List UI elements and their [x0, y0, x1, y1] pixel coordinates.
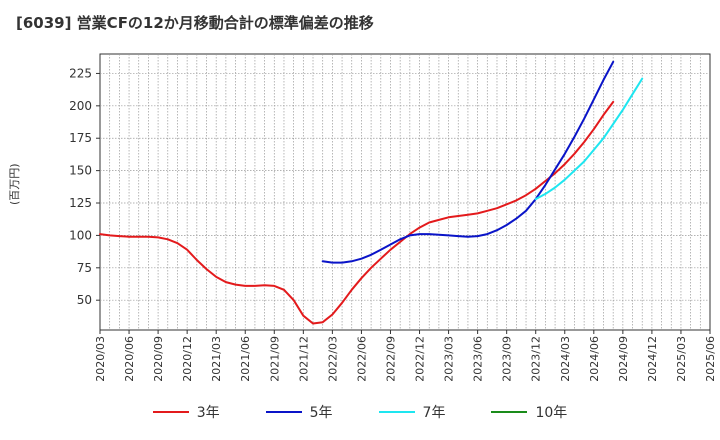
legend-label: 5年 — [309, 405, 333, 421]
x-tick-label: 2023/09 — [501, 336, 514, 382]
legend-swatch — [491, 411, 528, 413]
legend-label: 3年 — [196, 405, 220, 421]
x-tick-label: 2020/12 — [181, 336, 194, 382]
legend-label: 7年 — [422, 405, 446, 421]
y-tick-label: 75 — [77, 261, 92, 275]
x-tick-label: 2023/06 — [472, 336, 485, 382]
x-tick-label: 2020/06 — [123, 336, 136, 382]
x-tick-label: 2023/03 — [443, 336, 456, 382]
x-tick-label: 2025/06 — [704, 336, 717, 382]
y-tick-label: 175 — [69, 131, 92, 145]
legend-label: 10年 — [535, 405, 568, 421]
legend-item: 7年 — [378, 402, 446, 422]
chart-legend: 3年 5年 7年 10年 — [0, 402, 720, 422]
legend-swatch — [265, 411, 302, 413]
x-tick-label: 2021/09 — [268, 336, 281, 382]
x-tick-label: 2022/03 — [326, 336, 339, 382]
x-tick-label: 2021/12 — [297, 336, 310, 382]
legend-swatch — [378, 411, 415, 413]
x-tick-label: 2024/09 — [617, 336, 630, 382]
x-tick-label: 2024/03 — [559, 336, 572, 382]
legend-item: 10年 — [491, 402, 567, 422]
legend-swatch — [152, 411, 189, 413]
plot-area — [99, 53, 711, 331]
series-line-2 — [321, 60, 615, 264]
x-tick-label: 2022/06 — [355, 336, 368, 382]
x-tick-label: 2022/12 — [414, 336, 427, 382]
y-tick-label: 125 — [69, 196, 92, 210]
y-tick-label: 200 — [69, 99, 92, 113]
y-tick-label: 50 — [77, 293, 92, 307]
x-tick-label: 2021/06 — [239, 336, 252, 382]
legend-item: 3年 — [152, 402, 220, 422]
x-tick-label: 2020/03 — [94, 336, 107, 382]
y-tick-label: 150 — [69, 164, 92, 178]
x-tick-label: 2022/09 — [384, 336, 397, 382]
x-tick-label: 2023/12 — [530, 336, 543, 382]
y-tick-label: 225 — [69, 66, 92, 80]
x-tick-label: 2025/03 — [675, 336, 688, 382]
x-tick-label: 2024/06 — [588, 336, 601, 382]
series-line-3 — [534, 77, 644, 201]
x-tick-label: 2020/09 — [152, 336, 165, 382]
x-tick-label: 2024/12 — [646, 336, 659, 382]
x-tick-label: 2021/03 — [210, 336, 223, 382]
series-line-1 — [99, 100, 615, 325]
chart-title: [6039] 営業CFの12か月移動合計の標準偏差の推移 — [16, 14, 374, 32]
legend-item: 5年 — [265, 402, 333, 422]
y-tick-label: 100 — [69, 228, 92, 242]
